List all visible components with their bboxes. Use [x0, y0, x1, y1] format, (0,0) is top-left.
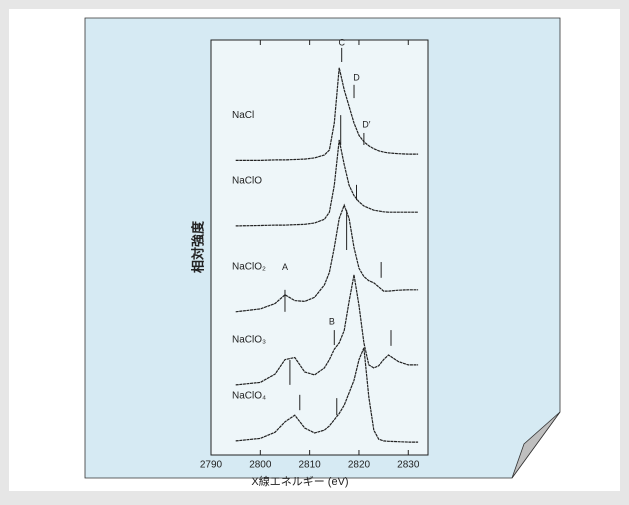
- x-tick-label: 2820: [348, 460, 371, 471]
- peak-annotation: B: [329, 317, 335, 327]
- x-tick-label: 2810: [299, 460, 322, 471]
- x-axis-label: X線エネルギー (eV): [251, 474, 348, 488]
- page: X線エネルギー (eV) 相対強度 2790 2800 2810 2820 2830 Na…: [0, 0, 629, 500]
- peak-annotation: D: [353, 73, 360, 83]
- x-tick-label: 2790: [200, 460, 223, 471]
- x-tick-label: 2800: [249, 460, 272, 471]
- peak-annotation: A: [282, 262, 288, 272]
- series-label: NaCl: [232, 110, 254, 121]
- series-label: NaClO₄: [232, 391, 266, 402]
- peak-annotation: D′: [362, 119, 370, 129]
- series-label: NaClO₃: [232, 335, 266, 346]
- peak-annotation: C: [338, 38, 345, 48]
- series-label: NaClO: [232, 176, 262, 187]
- series-label: NaClO₂: [232, 261, 266, 272]
- y-axis-label: 相対強度: [190, 220, 205, 273]
- x-tick-label: 2830: [397, 460, 420, 471]
- chart: X線エネルギー (eV) 相対強度 2790 2800 2810 2820 2830 Na…: [0, 0, 629, 500]
